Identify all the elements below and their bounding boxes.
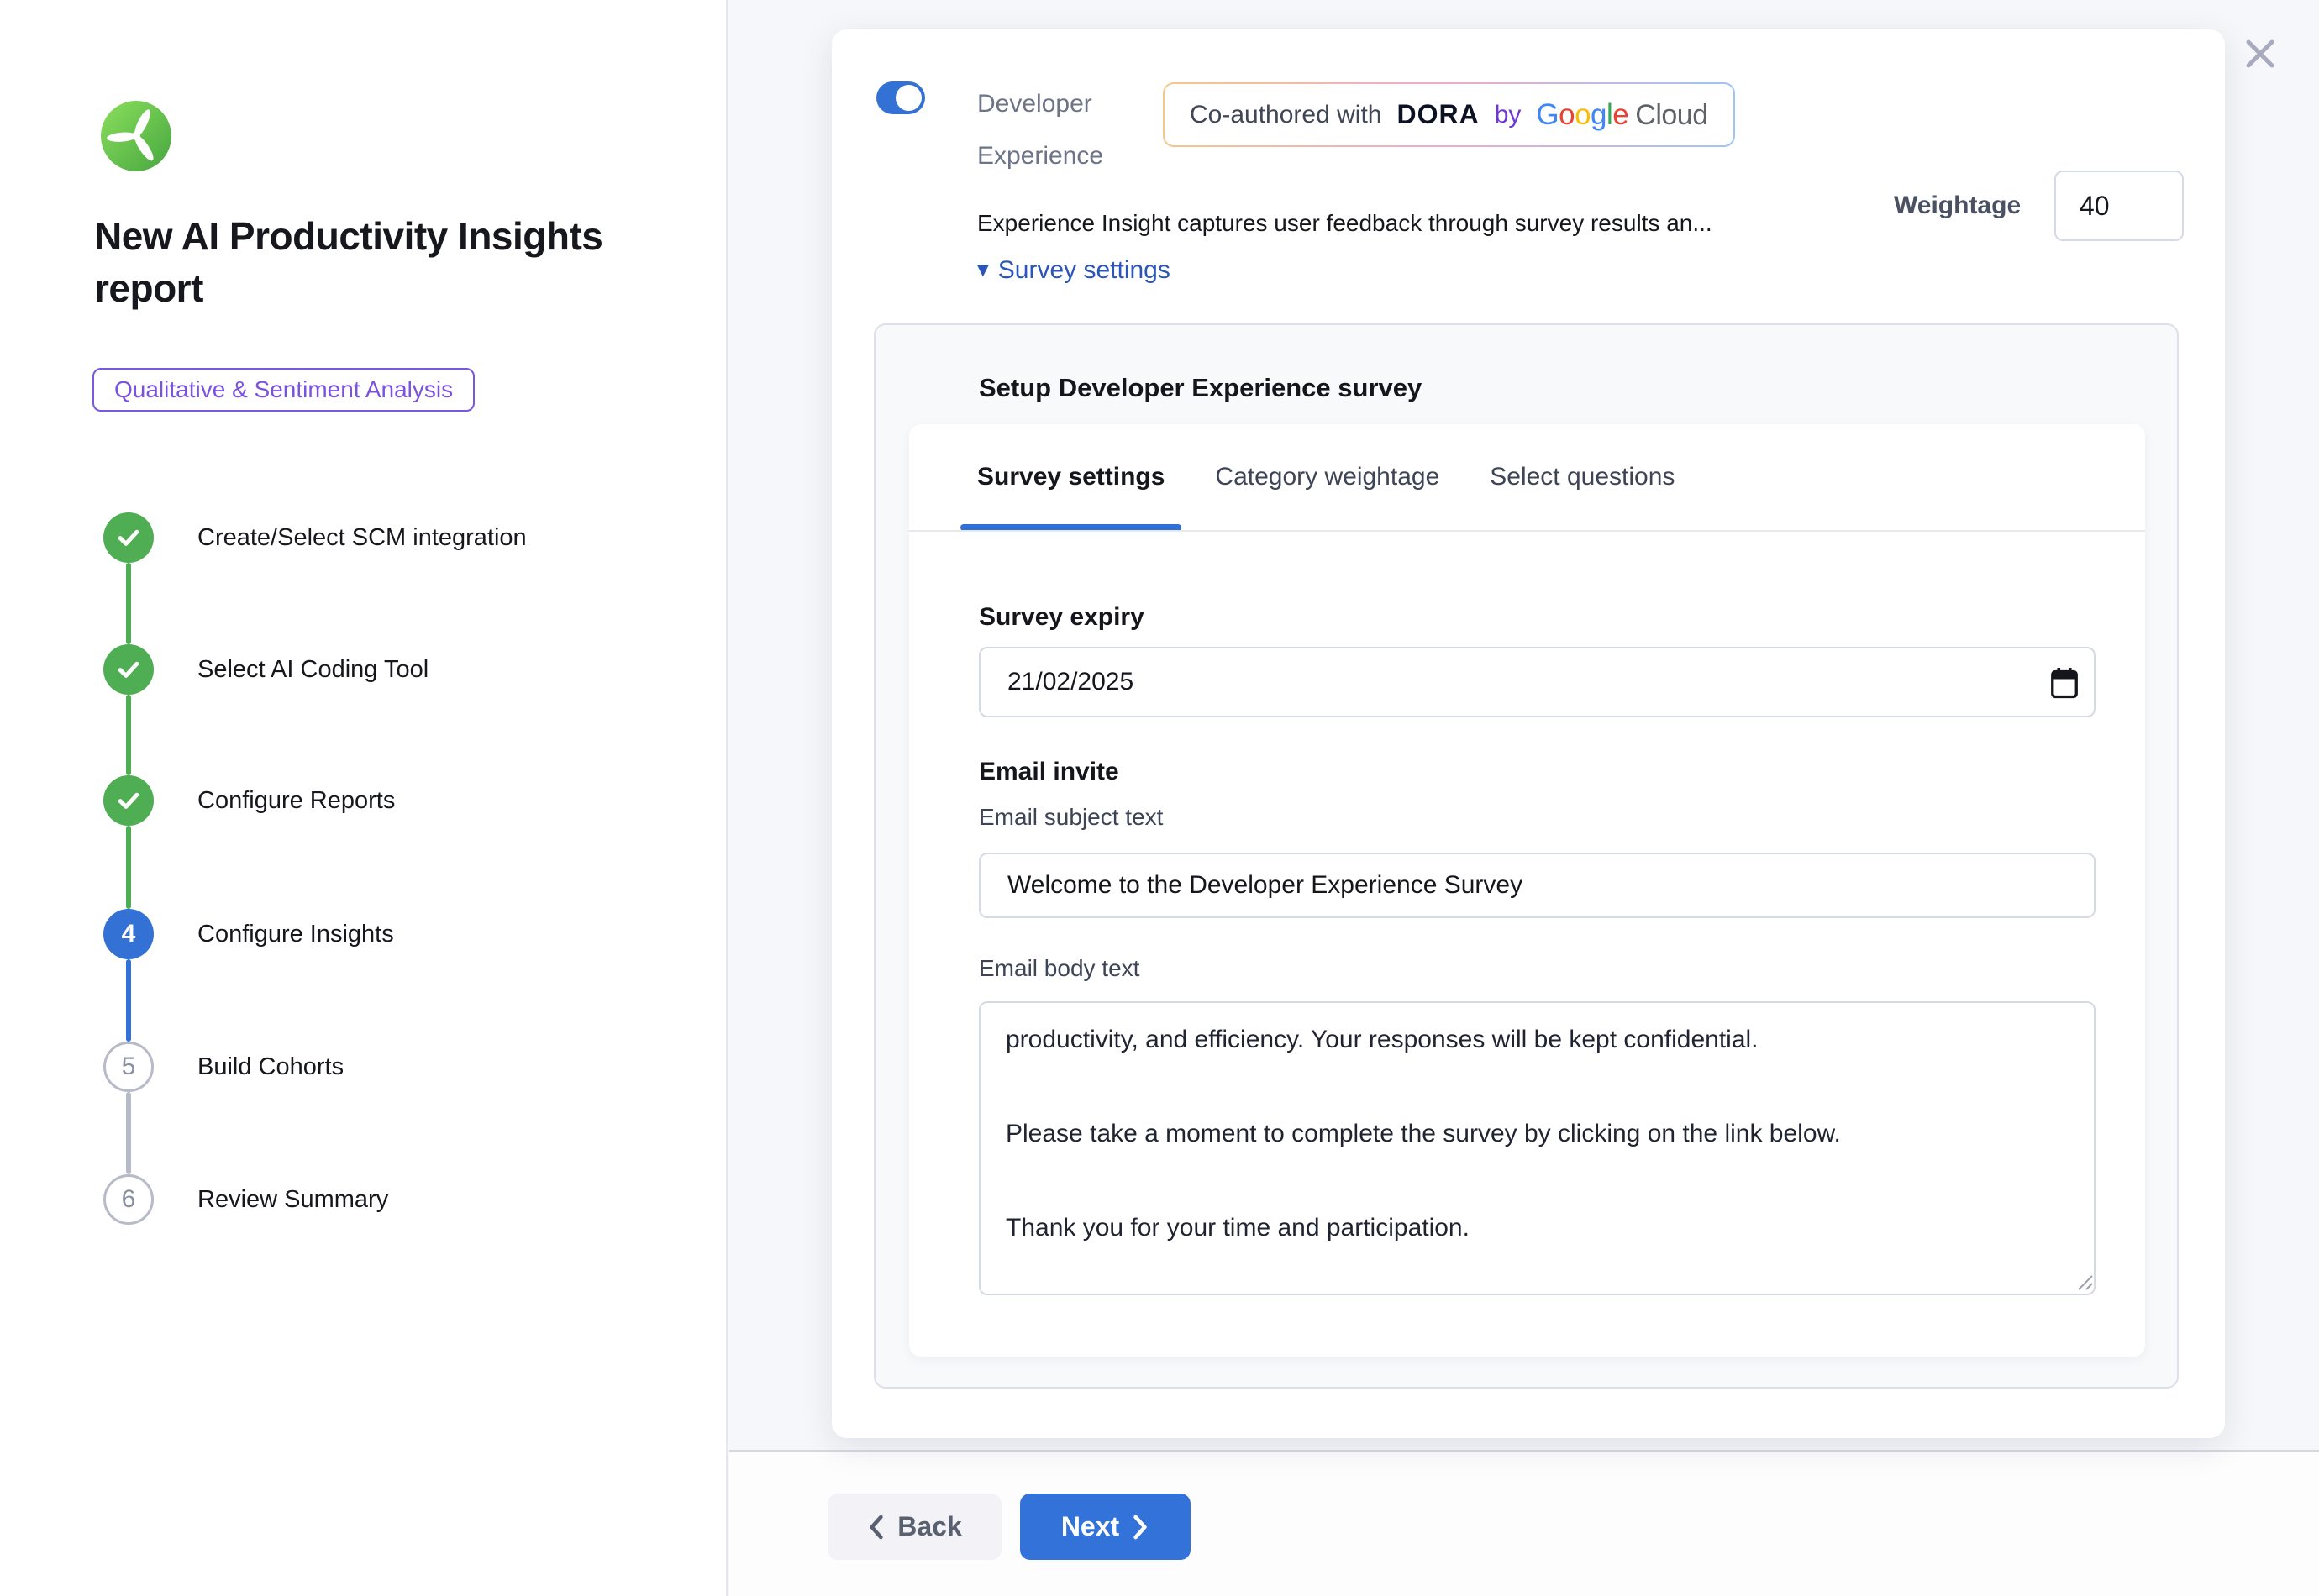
chevron-right-icon	[1133, 1515, 1147, 1539]
email-subject-label: Email subject text	[979, 804, 1164, 830]
setup-survey-title: Setup Developer Experience survey	[979, 373, 1422, 402]
developer-experience-toggle[interactable]	[876, 81, 925, 114]
email-body-textarea[interactable]: productivity, and efficiency. Your respo…	[979, 1001, 2096, 1295]
report-type-badge: Qualitative & Sentiment Analysis	[92, 368, 476, 412]
chevron-left-icon	[870, 1515, 883, 1539]
survey-expiry-label: Survey expiry	[979, 603, 1144, 631]
step-connector	[126, 563, 131, 644]
step-1-label[interactable]: Create/Select SCM integration	[197, 524, 527, 551]
tab-survey-settings[interactable]: Survey settings	[960, 424, 1182, 532]
coauthored-prefix: Co-authored with	[1190, 100, 1382, 129]
coauthored-badge: Co-authored with DORA by Google Cloud	[1163, 82, 1735, 147]
survey-tab-panel: Survey settings Category weightage Selec…	[909, 424, 2145, 1357]
weightage-input[interactable]	[2054, 171, 2184, 241]
insight-config-card: Developer Experience Co-authored with DO…	[832, 29, 2225, 1438]
tab-category-weightage[interactable]: Category weightage	[1215, 463, 1440, 491]
insight-title: Developer Experience	[977, 90, 1104, 170]
check-icon	[118, 529, 139, 546]
step-3-label[interactable]: Configure Reports	[197, 787, 396, 814]
tabs-divider	[909, 530, 2145, 532]
step-connector	[126, 695, 131, 775]
survey-settings-expander[interactable]: ▼ Survey settings	[973, 256, 1170, 285]
step-4-number: 4	[121, 920, 136, 948]
chevron-down-icon: ▼	[973, 259, 993, 281]
email-invite-label: Email invite	[979, 758, 1119, 785]
email-subject-input[interactable]	[979, 853, 2096, 918]
survey-expiry-input[interactable]	[979, 647, 2096, 717]
check-icon	[118, 661, 139, 678]
survey-tabs: Survey settings Category weightage Selec…	[960, 424, 1708, 532]
check-icon	[118, 792, 139, 809]
wizard-sidebar: New AI Productivity Insights report Qual…	[0, 0, 728, 1596]
back-button[interactable]: Back	[828, 1494, 1002, 1560]
calendar-icon[interactable]	[2049, 666, 2080, 700]
step-5-number: 5	[121, 1053, 136, 1080]
step-1-indicator[interactable]	[103, 512, 154, 563]
next-button-label: Next	[1060, 1511, 1120, 1541]
tab-select-questions[interactable]: Select questions	[1490, 463, 1675, 491]
footer-divider	[729, 1450, 2319, 1452]
step-6-indicator[interactable]: 6	[103, 1174, 154, 1225]
step-connector	[126, 1092, 131, 1174]
coauthored-by: by	[1494, 100, 1522, 129]
step-5-label[interactable]: Build Cohorts	[197, 1053, 344, 1080]
close-icon[interactable]	[2242, 35, 2279, 72]
weightage-label: Weightage	[1894, 192, 2022, 219]
page-title: New AI Productivity Insights report	[94, 214, 603, 311]
next-button[interactable]: Next	[1020, 1494, 1191, 1560]
dora-logo: DORA	[1396, 99, 1480, 129]
app-logo-icon	[101, 101, 171, 171]
toggle-knob	[896, 85, 922, 111]
step-connector	[126, 959, 131, 1042]
survey-settings-link-label: Survey settings	[997, 256, 1170, 284]
step-6-number: 6	[121, 1185, 136, 1213]
step-3-indicator[interactable]	[103, 775, 154, 826]
textarea-resize-handle[interactable]	[2072, 1269, 2094, 1291]
setup-survey-card: Setup Developer Experience survey Survey…	[874, 323, 2179, 1389]
step-connector	[126, 826, 131, 909]
step-4-indicator[interactable]: 4	[103, 909, 154, 959]
step-2-indicator[interactable]	[103, 644, 154, 695]
google-cloud-logo: Google Cloud	[1536, 97, 1708, 131]
step-4-label[interactable]: Configure Insights	[197, 921, 394, 948]
back-button-label: Back	[897, 1511, 962, 1541]
insight-description: Experience Insight captures user feedbac…	[977, 210, 1712, 236]
email-body-label: Email body text	[979, 955, 1140, 981]
step-2-label[interactable]: Select AI Coding Tool	[197, 656, 429, 683]
step-6-label[interactable]: Review Summary	[197, 1186, 389, 1213]
step-5-indicator[interactable]: 5	[103, 1042, 154, 1092]
